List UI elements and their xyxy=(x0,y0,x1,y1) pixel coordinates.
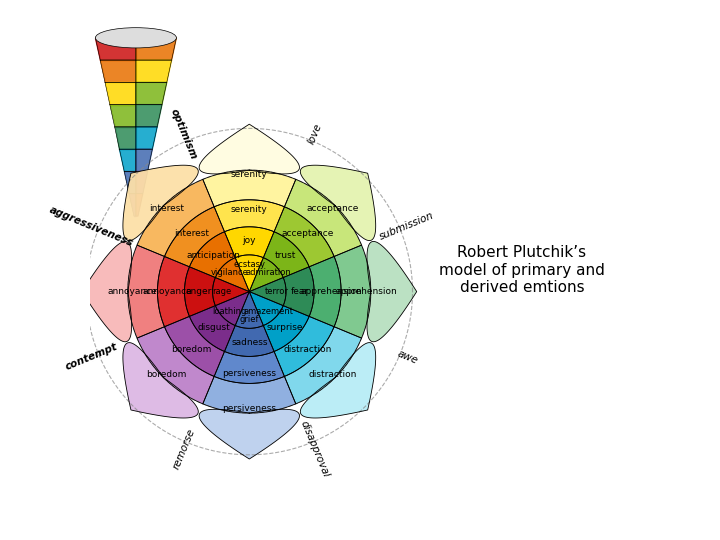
Text: surprise: surprise xyxy=(267,323,303,332)
Polygon shape xyxy=(214,352,284,383)
Text: Robert Plutchik’s
model of primary and
derived emtions: Robert Plutchik’s model of primary and d… xyxy=(439,245,605,295)
Text: apprehension: apprehension xyxy=(336,287,397,296)
Polygon shape xyxy=(284,327,361,404)
Polygon shape xyxy=(212,278,249,306)
Polygon shape xyxy=(184,267,215,316)
Polygon shape xyxy=(300,165,376,241)
Polygon shape xyxy=(199,124,300,174)
Text: interest: interest xyxy=(149,204,184,213)
Text: rage: rage xyxy=(212,287,231,296)
Polygon shape xyxy=(264,232,309,278)
Text: boredom: boredom xyxy=(146,370,186,379)
Polygon shape xyxy=(82,241,132,342)
Text: remorse: remorse xyxy=(171,428,197,471)
Text: love: love xyxy=(306,122,323,146)
Polygon shape xyxy=(199,409,300,459)
Polygon shape xyxy=(249,278,286,306)
Text: joy: joy xyxy=(243,237,256,245)
Text: awe: awe xyxy=(395,348,419,366)
Text: anger: anger xyxy=(185,287,212,296)
Polygon shape xyxy=(235,255,264,292)
Text: terror: terror xyxy=(265,287,289,296)
Polygon shape xyxy=(123,342,198,418)
Text: acceptance: acceptance xyxy=(306,204,359,213)
Polygon shape xyxy=(136,194,143,216)
Polygon shape xyxy=(105,82,136,105)
Polygon shape xyxy=(215,258,249,292)
Polygon shape xyxy=(264,306,309,352)
Polygon shape xyxy=(300,342,376,418)
Text: acceptance: acceptance xyxy=(282,229,333,238)
Polygon shape xyxy=(110,105,136,127)
Polygon shape xyxy=(249,258,283,292)
Text: anticipation: anticipation xyxy=(186,251,240,260)
Polygon shape xyxy=(137,327,214,404)
Polygon shape xyxy=(203,170,296,207)
Text: serenity: serenity xyxy=(231,170,268,179)
Polygon shape xyxy=(136,127,157,149)
Polygon shape xyxy=(283,267,314,316)
Text: submission: submission xyxy=(378,211,436,242)
Polygon shape xyxy=(129,194,136,216)
Text: distraction: distraction xyxy=(308,370,356,379)
Text: loathing: loathing xyxy=(212,307,247,315)
Text: annoyance: annoyance xyxy=(107,287,157,296)
Polygon shape xyxy=(203,376,296,413)
Text: serenity: serenity xyxy=(231,205,268,214)
Text: sadness: sadness xyxy=(231,338,268,347)
Text: persiveness: persiveness xyxy=(222,404,276,414)
Polygon shape xyxy=(136,38,176,60)
Polygon shape xyxy=(136,105,162,127)
Text: optimism: optimism xyxy=(169,107,199,161)
Text: fear: fear xyxy=(291,287,309,296)
Polygon shape xyxy=(367,241,417,342)
Polygon shape xyxy=(114,127,136,149)
Polygon shape xyxy=(214,200,284,232)
Polygon shape xyxy=(158,256,189,327)
Text: disgust: disgust xyxy=(197,323,230,332)
Polygon shape xyxy=(136,60,171,82)
Polygon shape xyxy=(189,306,235,352)
Text: distraction: distraction xyxy=(283,345,332,354)
Polygon shape xyxy=(120,149,136,172)
Polygon shape xyxy=(225,326,274,356)
Text: amazement: amazement xyxy=(244,307,294,315)
Text: annoyance: annoyance xyxy=(143,287,192,296)
Polygon shape xyxy=(128,245,164,338)
Polygon shape xyxy=(309,256,341,327)
Polygon shape xyxy=(136,82,167,105)
Polygon shape xyxy=(125,172,136,194)
Polygon shape xyxy=(164,316,225,376)
Polygon shape xyxy=(225,227,274,258)
Polygon shape xyxy=(123,165,198,241)
Text: boredom: boredom xyxy=(171,345,212,354)
Text: interest: interest xyxy=(174,229,209,238)
Text: admiration: admiration xyxy=(246,268,292,276)
Text: aggressiveness: aggressiveness xyxy=(48,205,135,248)
Text: trust: trust xyxy=(274,251,296,260)
Polygon shape xyxy=(274,207,334,267)
Polygon shape xyxy=(249,292,283,326)
Text: vigilance: vigilance xyxy=(211,268,249,276)
Text: ecstasy: ecstasy xyxy=(233,260,265,268)
Polygon shape xyxy=(334,245,371,338)
Polygon shape xyxy=(136,172,148,194)
Polygon shape xyxy=(137,179,214,256)
Polygon shape xyxy=(189,232,235,278)
Polygon shape xyxy=(164,207,225,267)
Text: grief: grief xyxy=(240,315,259,323)
Polygon shape xyxy=(100,60,136,82)
Text: apprehension: apprehension xyxy=(301,287,362,296)
Polygon shape xyxy=(215,292,249,326)
Text: contempt: contempt xyxy=(64,342,120,372)
Polygon shape xyxy=(95,38,136,60)
Polygon shape xyxy=(274,316,334,376)
Ellipse shape xyxy=(95,28,176,48)
Text: disapproval: disapproval xyxy=(299,420,330,479)
Text: persiveness: persiveness xyxy=(222,369,276,379)
Polygon shape xyxy=(136,149,153,172)
Polygon shape xyxy=(235,292,264,328)
Polygon shape xyxy=(284,179,361,256)
